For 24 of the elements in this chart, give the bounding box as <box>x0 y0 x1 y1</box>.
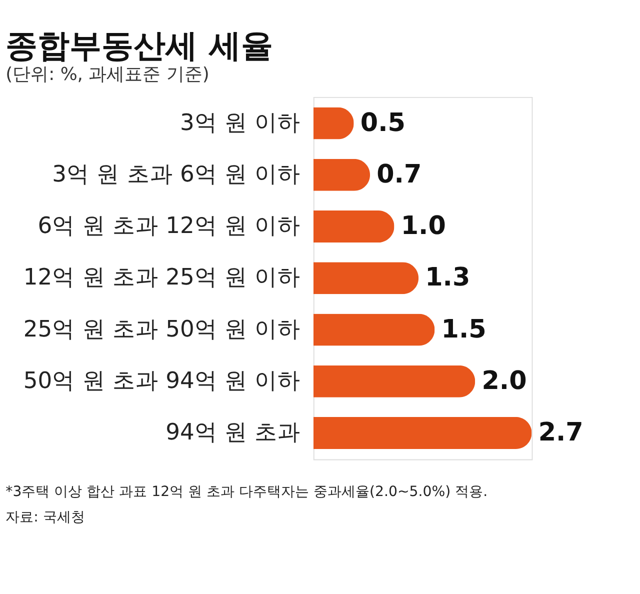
data-label: 1.3 <box>425 262 470 292</box>
bar <box>313 158 370 191</box>
y-tick-label: 6억 원 초과 12억 원 이하 <box>38 213 301 240</box>
chart-title: 종합부동산세 세율 <box>6 26 273 64</box>
text: (단위: %, 과세표준 기준) <box>6 64 210 85</box>
bar <box>313 365 476 398</box>
y-tick-label: 12억 원 초과 25억 원 이하 <box>23 264 301 291</box>
data-label: 1.5 <box>441 313 486 344</box>
text: *3주택 이상 합산 과표 12억 원 초과 다주택자는 중과세율(2.0~5.0%) 적용. <box>6 484 488 500</box>
y-tick-label: 94억 원 초과 <box>166 420 301 446</box>
y-tick-label: 50억 원 초과 94억 원 이하 <box>23 368 301 394</box>
bar <box>313 314 435 346</box>
text: 자료: 국세청 <box>6 509 85 526</box>
data-label: 0.5 <box>360 106 406 137</box>
y-tick-label: 3억 원 이하 <box>180 110 301 136</box>
data-label: 2.7 <box>538 416 584 446</box>
y-tick-label: 3억 원 초과 6억 원 이하 <box>52 161 301 188</box>
data-label: 2.0 <box>482 364 527 395</box>
bar <box>313 210 394 242</box>
bar <box>313 416 532 449</box>
data-label: 0.7 <box>376 158 422 188</box>
data-label: 1.0 <box>400 210 446 240</box>
bar <box>313 262 419 294</box>
y-tick-label: 25억 원 초과 50억 원 이하 <box>23 316 301 342</box>
